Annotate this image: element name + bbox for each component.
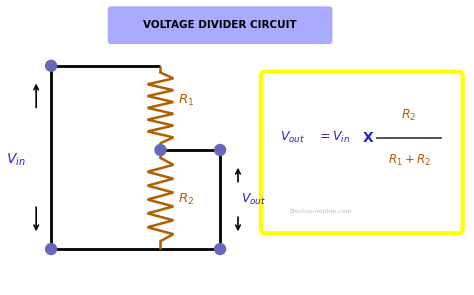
Text: $R_1$: $R_1$ (178, 93, 194, 108)
Text: $\mathbf{X}$: $\mathbf{X}$ (362, 131, 374, 145)
Text: $= V_{in}$: $= V_{in}$ (317, 130, 350, 145)
Circle shape (155, 145, 166, 155)
Text: $V_{in}$: $V_{in}$ (7, 152, 26, 168)
Text: Electrocredible.com: Electrocredible.com (290, 209, 352, 214)
Circle shape (46, 244, 56, 255)
Text: $V_{out}$: $V_{out}$ (280, 130, 305, 145)
Text: $R_2$: $R_2$ (401, 108, 417, 123)
Text: $R_2$: $R_2$ (178, 192, 194, 207)
FancyBboxPatch shape (108, 6, 332, 44)
Text: VOLTAGE DIVIDER CIRCUIT: VOLTAGE DIVIDER CIRCUIT (143, 20, 297, 30)
Text: $R_1 + R_2$: $R_1 + R_2$ (388, 153, 430, 168)
FancyBboxPatch shape (261, 72, 463, 233)
Circle shape (215, 145, 226, 155)
Circle shape (46, 60, 56, 71)
Circle shape (215, 244, 226, 255)
Text: $V_{out}$: $V_{out}$ (241, 192, 266, 207)
